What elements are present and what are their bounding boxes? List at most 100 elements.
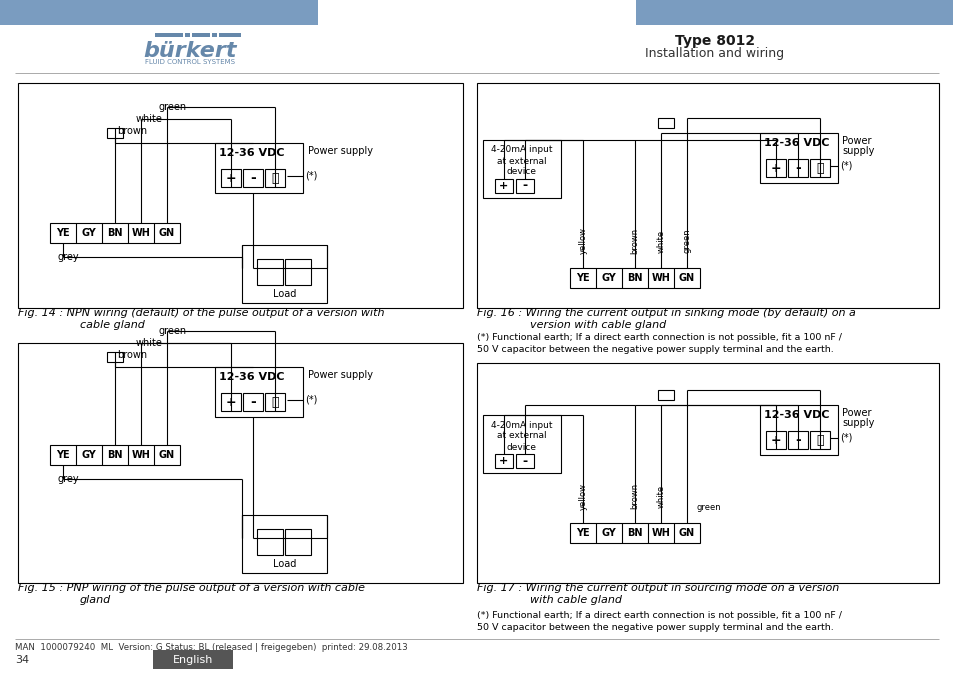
Bar (107, 128, 123, 138)
Bar (495, 179, 513, 193)
Text: yellow: yellow (578, 227, 587, 254)
Text: GN: GN (159, 450, 175, 460)
Text: Power supply: Power supply (308, 370, 373, 380)
Bar (760, 133, 837, 183)
Bar (636, 0, 953, 25)
Bar (476, 363, 938, 583)
Bar (185, 33, 190, 37)
Text: brown: brown (630, 228, 639, 254)
Bar (476, 83, 938, 308)
Text: ⏚: ⏚ (271, 172, 278, 184)
Text: 50 V capacitor between the negative power supply terminal and the earth.: 50 V capacitor between the negative powe… (476, 345, 833, 355)
Text: supply: supply (841, 146, 874, 156)
Bar (152, 650, 233, 669)
Bar (219, 33, 241, 37)
Text: (*): (*) (840, 161, 851, 171)
Bar (765, 159, 785, 177)
Bar (569, 523, 700, 543)
Text: grey: grey (58, 252, 79, 262)
Text: device: device (506, 168, 537, 176)
Text: brown: brown (117, 126, 147, 136)
Text: +: + (498, 181, 508, 191)
Text: (*): (*) (840, 433, 851, 443)
Bar (285, 259, 312, 285)
Bar (243, 169, 263, 187)
Bar (242, 245, 327, 303)
Text: +: + (226, 172, 236, 184)
Text: white: white (136, 114, 163, 124)
Text: green: green (159, 102, 187, 112)
Bar (107, 352, 123, 362)
Text: ⏚: ⏚ (816, 433, 822, 446)
Text: 34: 34 (15, 655, 30, 665)
Text: 4-20mA input: 4-20mA input (491, 421, 552, 429)
Text: +: + (770, 162, 781, 174)
Text: 12-36 VDC: 12-36 VDC (763, 410, 828, 420)
Text: GY: GY (601, 273, 616, 283)
Text: version with cable gland: version with cable gland (530, 320, 665, 330)
Bar (658, 390, 673, 400)
Text: -: - (794, 433, 800, 447)
Text: Power supply: Power supply (308, 146, 373, 156)
Text: green: green (159, 326, 187, 336)
Text: Fig. 14 : NPN wiring (default) of the pulse output of a version with: Fig. 14 : NPN wiring (default) of the pu… (18, 308, 384, 318)
Text: Fig. 16 : Wiring the current output in sinking mode (by default) on a: Fig. 16 : Wiring the current output in s… (476, 308, 855, 318)
Text: 12-36 VDC: 12-36 VDC (219, 372, 284, 382)
Text: +: + (498, 456, 508, 466)
Text: ⏚: ⏚ (816, 162, 822, 174)
Text: Load: Load (273, 559, 296, 569)
Text: brown: brown (117, 350, 147, 360)
Text: white: white (656, 229, 665, 252)
Text: gland: gland (80, 595, 112, 605)
Bar (242, 515, 327, 573)
Text: BN: BN (626, 528, 642, 538)
Bar (809, 431, 829, 449)
Bar (265, 169, 285, 187)
Bar (257, 259, 283, 285)
Text: -: - (794, 161, 800, 175)
Text: YE: YE (56, 450, 70, 460)
Bar (765, 431, 785, 449)
Text: grey: grey (58, 474, 79, 484)
Bar (495, 454, 513, 468)
Text: BN: BN (107, 450, 123, 460)
Text: (*): (*) (305, 171, 317, 181)
Bar (265, 393, 285, 411)
Text: WH: WH (132, 450, 151, 460)
Text: WH: WH (132, 228, 151, 238)
Text: GY: GY (82, 228, 96, 238)
Text: -: - (522, 180, 527, 192)
Text: WH: WH (651, 528, 670, 538)
Text: GN: GN (679, 273, 695, 283)
Text: Power: Power (841, 136, 871, 146)
Text: FLUID CONTROL SYSTEMS: FLUID CONTROL SYSTEMS (145, 59, 234, 65)
Text: (*) Functional earth; If a direct earth connection is not possible, fit a 100 nF: (*) Functional earth; If a direct earth … (476, 334, 841, 343)
Text: at external: at external (497, 431, 546, 441)
Bar (257, 529, 283, 555)
Text: YE: YE (56, 228, 70, 238)
Text: -: - (250, 395, 255, 409)
Text: brown: brown (630, 483, 639, 509)
Bar (50, 445, 180, 465)
Text: Fig. 15 : PNP wiring of the pulse output of a version with cable: Fig. 15 : PNP wiring of the pulse output… (18, 583, 365, 593)
Text: Load: Load (273, 289, 296, 299)
Text: English: English (172, 655, 213, 665)
Text: green: green (681, 229, 691, 253)
Bar (243, 393, 263, 411)
Bar (18, 343, 462, 583)
Text: 50 V capacitor between the negative power supply terminal and the earth.: 50 V capacitor between the negative powe… (476, 623, 833, 631)
Text: GN: GN (679, 528, 695, 538)
Bar (482, 415, 560, 473)
Text: ⏚: ⏚ (271, 396, 278, 409)
Text: +: + (226, 396, 236, 409)
Text: Installation and wiring: Installation and wiring (645, 48, 783, 61)
Bar (192, 33, 210, 37)
Bar (50, 223, 180, 243)
Bar (809, 159, 829, 177)
Bar (221, 169, 241, 187)
Bar (214, 367, 303, 417)
Text: green: green (697, 503, 720, 513)
Bar (154, 33, 183, 37)
Text: BN: BN (626, 273, 642, 283)
Text: (*): (*) (305, 395, 317, 405)
